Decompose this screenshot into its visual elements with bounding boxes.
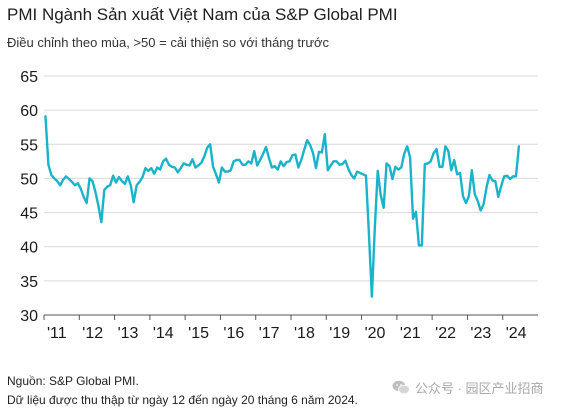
y-tick-label: 40	[20, 240, 38, 257]
x-tick-label: '20	[365, 325, 386, 342]
chart-subtitle: Điều chỉnh theo mùa, >50 = cải thiện so …	[7, 35, 330, 50]
y-tick-label: 55	[20, 137, 38, 154]
x-tick-labels: '11 '12 '13 '14 '15 '16 '17 '18 '19 '20 '21 '22 '23 '…	[47, 325, 527, 342]
x-tick-label: '18	[294, 325, 315, 342]
y-tick-label: 35	[20, 274, 38, 291]
y-tick-label: 45	[20, 206, 38, 223]
x-tick-label: '13	[118, 325, 139, 342]
y-tick-label: 60	[20, 103, 38, 120]
wechat-icon	[392, 380, 410, 395]
y-tick-labels: 30 35 40 45 50 55 60 65	[20, 69, 38, 325]
pmi-series-line	[44, 115, 521, 298]
watermark: 公众号 · 园区产业招商	[392, 378, 544, 397]
x-tick-label: '16	[223, 325, 244, 342]
data-collection-note: Dữ liệu được thu thập từ ngày 12 đến ngà…	[7, 393, 358, 407]
x-tick-label: '11	[47, 325, 67, 342]
y-tick-label: 50	[20, 171, 38, 188]
x-tick-label: '15	[188, 325, 209, 342]
x-tick-label: '12	[82, 325, 103, 342]
x-tick-label: '19	[329, 325, 350, 342]
x-tick-label: '23	[470, 325, 491, 342]
y-tick-label: 30	[20, 308, 38, 325]
x-tick-label: '24	[506, 325, 527, 342]
x-tick-label: '22	[435, 325, 456, 342]
x-tick-label: '21	[400, 325, 421, 342]
x-tick-marks	[43, 315, 504, 320]
x-tick-label: '14	[153, 325, 174, 342]
y-tick-label: 65	[20, 69, 38, 86]
watermark-text: 公众号 · 园区产业招商	[415, 381, 544, 396]
chart-title: PMI Ngành Sản xuất Việt Nam của S&P Glob…	[7, 5, 398, 24]
x-tick-label: '17	[259, 325, 280, 342]
source-note: Nguồn: S&P Global PMI.	[7, 374, 139, 388]
